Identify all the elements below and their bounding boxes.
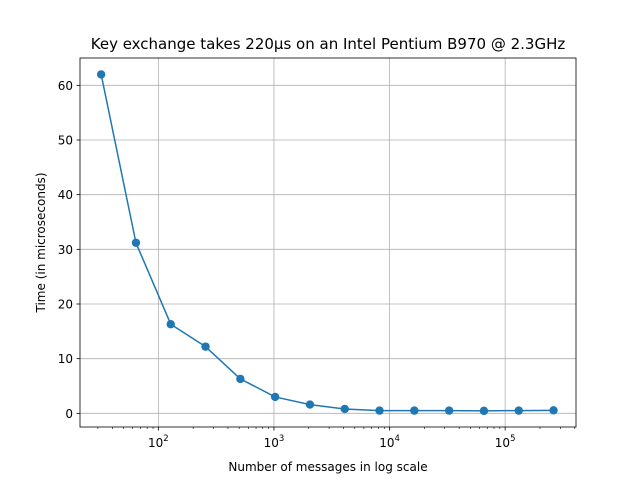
y-axis-label: Time (in microseconds): [34, 173, 48, 314]
data-point: [444, 406, 454, 415]
x-tick-label: 103: [264, 434, 285, 450]
data-point: [375, 406, 384, 415]
x-tick-label: 105: [495, 434, 516, 450]
y-tick-label: 0: [65, 407, 73, 421]
x-axis-label: Number of messages in log scale: [228, 460, 427, 474]
data-series: [96, 70, 558, 416]
y-tick-label: 10: [58, 352, 73, 366]
axis-ticks: 0 10 20 30 40 50 60 102 103 104 105: [58, 79, 576, 450]
data-point: [201, 342, 210, 351]
y-tick-label: 40: [58, 188, 73, 202]
data-point: [131, 238, 141, 247]
data-point: [96, 70, 106, 79]
data-point: [410, 406, 419, 415]
data-point: [270, 392, 280, 402]
y-tick-label: 60: [58, 79, 73, 93]
plot-area-frame: [79, 57, 577, 428]
data-point: [479, 406, 489, 416]
data-point: [305, 400, 315, 409]
y-tick-label: 50: [58, 134, 73, 148]
data-point: [549, 406, 558, 415]
data-point: [340, 404, 349, 414]
x-tick-label: 102: [148, 434, 169, 450]
x-tick-label: 104: [379, 434, 400, 450]
data-point: [166, 320, 175, 329]
data-point: [236, 374, 245, 384]
grid: [80, 58, 576, 427]
chart-title: Key exchange takes 220µs on an Intel Pen…: [91, 35, 566, 53]
series-line: [100, 74, 554, 412]
y-tick-label: 20: [58, 298, 73, 312]
y-tick-label: 30: [58, 243, 73, 257]
data-point: [514, 406, 523, 415]
